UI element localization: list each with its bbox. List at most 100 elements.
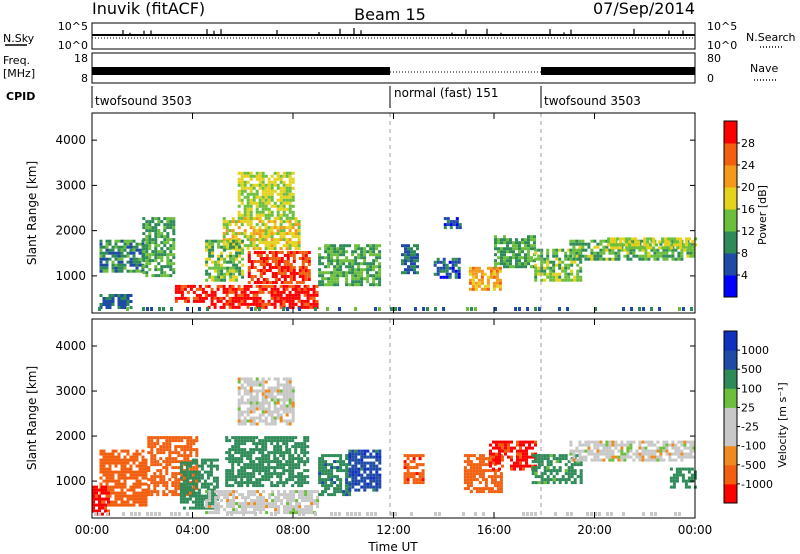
power-cell: [691, 240, 695, 244]
power-cell: [252, 299, 256, 303]
velocity-cell: [498, 467, 501, 471]
velocity-cell: [282, 407, 286, 411]
power-cell: [276, 293, 280, 297]
power-cell: [518, 262, 521, 266]
power-cell: [579, 278, 583, 282]
power-cell: [668, 254, 672, 258]
power-cell: [641, 254, 645, 258]
power-cell: [372, 265, 376, 269]
power-cell: [567, 275, 571, 279]
power-cell: [259, 257, 263, 260]
power-cell: [145, 265, 149, 269]
power-cell: [208, 239, 212, 243]
power-cell: [298, 251, 302, 254]
velocity-cell: [253, 508, 257, 512]
power-cell: [489, 269, 493, 273]
velocity-cell: [156, 475, 160, 479]
power-cell: [534, 275, 538, 279]
velocity-cell: [117, 452, 121, 456]
velocity-cell: [516, 458, 519, 462]
velocity-cell: [215, 467, 219, 471]
power-cell: [546, 275, 550, 279]
velocity-cell: [294, 457, 298, 461]
power-cell: [282, 302, 286, 306]
power-cell: [404, 268, 407, 272]
velocity-cell: [576, 475, 580, 479]
velocity-cell: [107, 491, 110, 495]
power-cell: [616, 243, 620, 247]
velocity-cell: [102, 455, 106, 459]
velocity-cell: [206, 470, 210, 474]
power-cell: [172, 238, 176, 242]
power-cell: [142, 271, 146, 275]
velocity-cell: [558, 478, 562, 482]
power-cell: [273, 293, 277, 297]
power-cell: [129, 239, 133, 243]
power-cell: [635, 254, 639, 258]
velocity-cell: [209, 464, 213, 468]
velocity-cell: [330, 484, 334, 488]
power-cell: [223, 257, 227, 261]
velocity-cell: [162, 448, 166, 452]
power-cell: [579, 275, 583, 279]
velocity-cell: [647, 455, 651, 459]
velocity-cell: [513, 461, 516, 465]
velocity-cell: [291, 401, 295, 405]
velocity-cell: [252, 460, 256, 464]
velocity-cell: [107, 500, 110, 504]
power-cell: [270, 180, 274, 184]
power-cell: [267, 210, 271, 214]
velocity-cell: [214, 511, 218, 515]
velocity-cell: [264, 472, 268, 476]
power-cell: [234, 296, 238, 300]
power-cell: [327, 247, 331, 251]
power-cell: [273, 238, 277, 242]
power-cell: [375, 271, 379, 275]
velocity-cell: [252, 422, 256, 426]
power-cell: [506, 259, 509, 263]
velocity-cell: [279, 460, 283, 464]
velocity-cell: [366, 482, 370, 486]
power-ground-cell: [394, 307, 397, 311]
velocity-cell: [264, 448, 268, 452]
velocity-cell: [258, 380, 262, 384]
power-cell: [267, 201, 271, 205]
power-cell: [363, 259, 367, 263]
power-cell: [108, 306, 112, 309]
power-cell: [685, 240, 689, 244]
velocity-cell: [297, 478, 301, 482]
power-cell: [145, 241, 149, 245]
power-cell: [114, 251, 118, 255]
velocity-cell: [656, 458, 660, 462]
noise-left-tick-top: 10^5: [58, 20, 88, 33]
velocity-cell: [611, 452, 615, 456]
power-cell: [500, 253, 503, 257]
power-cell: [546, 254, 550, 258]
velocity-cell: [168, 442, 172, 446]
velocity-cell: [307, 505, 311, 509]
power-cell: [142, 238, 146, 242]
velocity-cell: [177, 451, 181, 455]
power-cell: [375, 277, 379, 281]
velocity-cell: [252, 448, 256, 452]
power-cell: [497, 238, 500, 242]
velocity-cell: [466, 469, 470, 473]
power-cell: [457, 269, 461, 273]
power-cell: [294, 284, 298, 288]
velocity-cell: [366, 449, 370, 453]
power-cell: [413, 244, 416, 248]
power-cell: [500, 241, 503, 245]
velocity-cell: [321, 457, 325, 461]
power-cell: [240, 293, 244, 297]
velocity-cell: [258, 383, 262, 387]
velocity-cell: [195, 448, 199, 452]
velocity-cell: [498, 449, 501, 453]
power-cell: [375, 259, 379, 263]
power-cell: [273, 299, 277, 303]
velocity-cell: [650, 455, 654, 459]
velocity-cell: [185, 473, 189, 477]
power-cell: [304, 257, 308, 260]
velocity-cell: [138, 491, 142, 495]
power-cell: [593, 239, 597, 243]
